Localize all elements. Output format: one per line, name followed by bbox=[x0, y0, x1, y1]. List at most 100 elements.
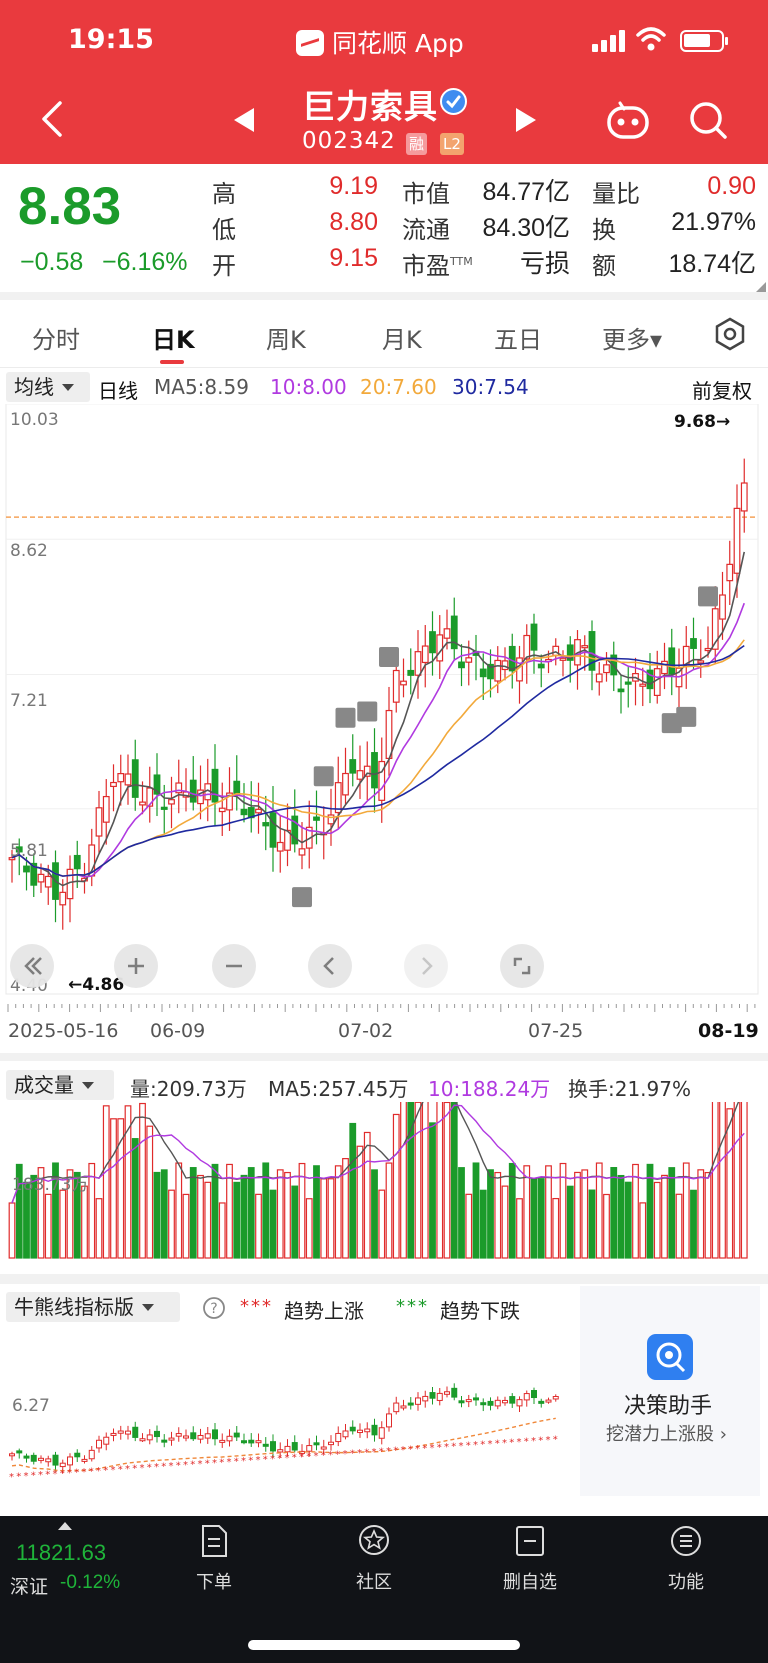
help-icon[interactable]: ? bbox=[202, 1296, 226, 1320]
bull-bear-candle bbox=[393, 1402, 400, 1413]
bull-bear-chart[interactable]: * * * * * * * * * * * * * * * * * * * * * * * * * * * * * * * * * * * * * * * *… bbox=[0, 1322, 580, 1492]
decision-helper-panel[interactable] bbox=[580, 1286, 760, 1496]
robot-icon[interactable] bbox=[606, 100, 650, 140]
ma30-line bbox=[11, 644, 745, 877]
volume-bar bbox=[530, 1178, 538, 1259]
bear-line-dot: * bbox=[132, 1464, 137, 1475]
bear-line-dot: * bbox=[306, 1452, 311, 1463]
nav-community[interactable]: 社区 bbox=[334, 1524, 414, 1594]
candle-body bbox=[117, 773, 125, 783]
tab-monthly-k[interactable]: 月K bbox=[382, 326, 422, 354]
candle-body bbox=[581, 645, 589, 649]
volume-bar bbox=[682, 1162, 690, 1259]
fullscreen-button[interactable] bbox=[500, 944, 544, 988]
ma30-label: 30:7.54 bbox=[452, 375, 529, 399]
bear-line-dot: * bbox=[219, 1458, 224, 1469]
tab-five-day[interactable]: 五日 bbox=[494, 326, 542, 354]
indicator-dropdown[interactable]: 均线 bbox=[6, 372, 90, 402]
bull-bear-candle bbox=[45, 1458, 52, 1463]
zoom-in-button[interactable] bbox=[114, 944, 158, 988]
candle-body bbox=[110, 781, 117, 788]
date-label-2: 06-09 bbox=[150, 1020, 206, 1042]
bull-bear-candle bbox=[139, 1438, 146, 1442]
cellular-signal-icon bbox=[592, 30, 626, 52]
bear-line-dot: * bbox=[74, 1468, 79, 1479]
volume-bar bbox=[276, 1169, 284, 1259]
candle-body bbox=[697, 660, 705, 664]
candle-body bbox=[298, 848, 306, 856]
back-icon[interactable] bbox=[38, 100, 66, 138]
sell-marker bbox=[313, 766, 334, 787]
bull-bear-candle bbox=[291, 1442, 298, 1451]
open-value: 9.15 bbox=[329, 244, 378, 272]
bear-line-dot: * bbox=[401, 1445, 406, 1456]
tab-more[interactable]: 更多▾ bbox=[602, 326, 663, 354]
home-indicator[interactable] bbox=[248, 1640, 520, 1650]
prev-stock-icon[interactable] bbox=[234, 108, 254, 132]
float-cap-value: 84.30亿 bbox=[482, 214, 570, 242]
margin-tag: 融 bbox=[406, 133, 428, 155]
zoom-out-button[interactable] bbox=[212, 944, 256, 988]
scroll-left-fast-button[interactable] bbox=[10, 944, 54, 988]
bear-line-dot: * bbox=[553, 1435, 558, 1446]
volume-bar bbox=[160, 1169, 168, 1259]
candle-body bbox=[240, 808, 248, 816]
buy-marker bbox=[698, 586, 718, 607]
settings-icon[interactable] bbox=[712, 316, 748, 352]
candle-body bbox=[465, 657, 473, 663]
volume-bar bbox=[552, 1197, 560, 1259]
ma5-line bbox=[11, 551, 746, 887]
candle-body bbox=[153, 774, 161, 795]
nav-order[interactable]: 下单 bbox=[174, 1524, 254, 1594]
tab-daily-k[interactable]: 日K bbox=[152, 326, 195, 354]
volume-bar bbox=[523, 1165, 531, 1259]
volume-indicator-dropdown[interactable]: 成交量 bbox=[6, 1070, 114, 1100]
volume-bar bbox=[632, 1163, 639, 1259]
volume-bar bbox=[392, 1113, 400, 1259]
bull-bear-dropdown[interactable]: 牛熊线指标版 bbox=[6, 1292, 180, 1322]
volume-bar bbox=[697, 1169, 705, 1259]
candle-body bbox=[487, 663, 494, 680]
decision-helper-title[interactable]: 决策助手 bbox=[624, 1394, 713, 1419]
expand-corner-icon[interactable] bbox=[756, 282, 766, 292]
search-icon[interactable] bbox=[688, 100, 728, 140]
volume-bar bbox=[262, 1162, 270, 1259]
nav-functions[interactable]: 功能 bbox=[646, 1524, 726, 1594]
l2-tag: L2 bbox=[440, 133, 464, 155]
nav-remove-watchlist[interactable]: 删自选 bbox=[490, 1524, 570, 1594]
scroll-left-button[interactable] bbox=[308, 944, 352, 988]
tab-weekly-k[interactable]: 周K bbox=[266, 326, 306, 354]
bear-line-dot: * bbox=[89, 1467, 94, 1478]
status-time: 19:15 bbox=[68, 24, 154, 55]
next-stock-icon[interactable] bbox=[516, 108, 536, 132]
bull-bear-candle bbox=[132, 1426, 139, 1438]
bull-bear-candle bbox=[270, 1441, 276, 1452]
adjust-mode[interactable]: 前复权 bbox=[692, 379, 752, 403]
bear-line-dot: * bbox=[38, 1470, 43, 1481]
index-value[interactable]: 11821.63 bbox=[16, 1540, 107, 1565]
bear-line-dot: * bbox=[169, 1461, 174, 1472]
bull-bear-candle bbox=[502, 1399, 508, 1404]
y-label-2: 8.62 bbox=[10, 541, 48, 561]
index-name[interactable]: 深证 bbox=[10, 1576, 49, 1598]
volume-bar bbox=[342, 1158, 349, 1259]
bear-line-dot: * bbox=[502, 1438, 507, 1449]
candlestick-chart[interactable] bbox=[0, 404, 768, 1044]
bear-line-dot: * bbox=[480, 1440, 485, 1451]
volume-bar bbox=[124, 1105, 132, 1259]
volume-bar bbox=[378, 1189, 386, 1259]
volume-bar bbox=[719, 1102, 726, 1259]
candle-body bbox=[450, 615, 458, 650]
tab-intraday[interactable]: 分时 bbox=[32, 326, 80, 354]
decision-helper-subtitle[interactable]: 挖潜力上涨股 › bbox=[606, 1424, 727, 1445]
index-change[interactable]: -0.12% bbox=[60, 1572, 121, 1593]
decision-helper-icon[interactable] bbox=[647, 1334, 693, 1380]
expand-up-icon[interactable] bbox=[58, 1522, 72, 1530]
bull-bear-candle bbox=[16, 1450, 23, 1454]
volume-chart[interactable] bbox=[0, 1102, 768, 1272]
volume-bar bbox=[349, 1122, 357, 1259]
scroll-right-button[interactable] bbox=[404, 944, 448, 988]
bull-bear-candle bbox=[9, 1453, 15, 1457]
market-cap-value: 84.77亿 bbox=[482, 178, 570, 206]
bull-bear-y-label: 6.27 bbox=[12, 1396, 50, 1416]
